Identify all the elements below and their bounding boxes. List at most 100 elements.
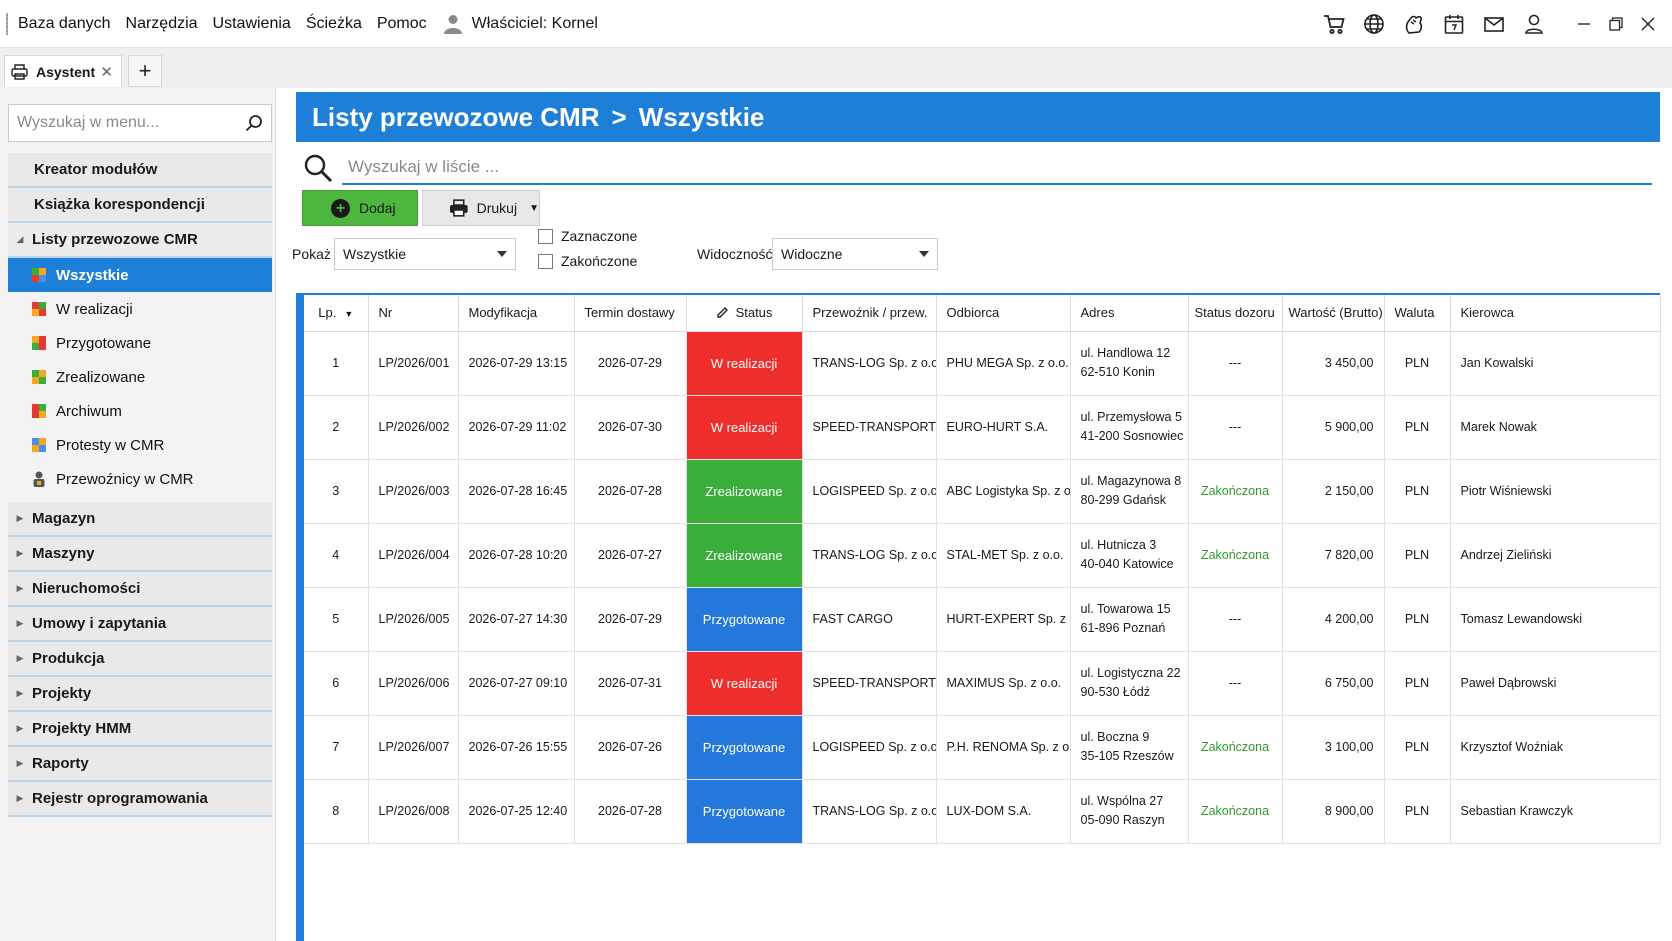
restore-icon[interactable] bbox=[1600, 4, 1632, 44]
column-header-address[interactable]: Adres bbox=[1070, 295, 1189, 332]
table-row[interactable]: 2 LP/2026/002 2026-07-29 11:02 2026-07-30 W … bbox=[304, 395, 1661, 460]
column-header-label: Modyfikacja bbox=[468, 305, 538, 321]
column-header-carrier[interactable]: Przewoźnik / przew. bbox=[802, 295, 937, 332]
minimize-icon[interactable] bbox=[1568, 4, 1600, 44]
column-header-currency[interactable]: Waluta bbox=[1384, 295, 1451, 332]
table-row[interactable]: 5 LP/2026/005 2026-07-27 14:30 2026-07-29 Pr… bbox=[304, 587, 1661, 652]
column-header-lp[interactable]: Lp. ▼ bbox=[304, 295, 369, 332]
address-line-2: 61-896 Poznań bbox=[1080, 621, 1166, 635]
sidebar-item-label: Projekty bbox=[32, 685, 92, 702]
cell-value: 3 450,00 bbox=[1282, 331, 1385, 396]
sidebar-item-correspondence[interactable]: Książka korespondencji bbox=[8, 188, 272, 223]
add-tab-button[interactable]: + bbox=[128, 55, 162, 87]
sidebar-item-protests[interactable]: Protesty w CMR bbox=[8, 428, 272, 462]
column-header-status[interactable]: Status bbox=[686, 295, 803, 332]
sidebar-item-reports[interactable]: ▶ Raporty bbox=[8, 747, 272, 782]
menu-search-input[interactable] bbox=[17, 114, 237, 132]
menu-item-settings[interactable]: Ustawienia bbox=[212, 14, 291, 32]
sidebar-item-in-progress[interactable]: W realizacji bbox=[8, 292, 272, 326]
cell-address: ul. Towarowa 15 61-896 Poznań bbox=[1070, 587, 1189, 652]
menu-search[interactable] bbox=[8, 104, 272, 142]
cell-delivery-date: 2026-07-30 bbox=[574, 395, 687, 460]
sidebar-item-prepared[interactable]: Przygotowane bbox=[8, 326, 272, 360]
sidebar-item-contracts[interactable]: ▶ Umowy i zapytania bbox=[8, 607, 272, 642]
table-row[interactable]: 3 LP/2026/003 2026-07-28 16:45 2026-07-28 Zr… bbox=[304, 459, 1661, 524]
column-header-driver[interactable]: Kierowca bbox=[1450, 295, 1661, 332]
sidebar-item-software-registry[interactable]: ▶ Rejestr oprogramowania bbox=[8, 782, 272, 817]
menu-item-help[interactable]: Pomoc bbox=[376, 14, 427, 32]
column-header-recipient[interactable]: Odbiorca bbox=[936, 295, 1071, 332]
add-button[interactable]: + Dodaj bbox=[302, 190, 418, 226]
table-row[interactable]: 6 LP/2026/006 2026-07-27 09:10 2026-07-31 W … bbox=[304, 651, 1661, 716]
sidebar-item-machines[interactable]: ▶ Maszyny bbox=[8, 537, 272, 572]
cell-currency: PLN bbox=[1384, 459, 1451, 524]
cell-lp: 2 bbox=[304, 395, 369, 460]
cell-recipient: PHU MEGA Sp. z o.o. bbox=[936, 331, 1071, 396]
cell-recipient: MAXIMUS Sp. z o.o. bbox=[936, 651, 1071, 716]
column-header-label: Wartość (Brutto) bbox=[1288, 305, 1383, 321]
visibility-select[interactable]: Widoczne bbox=[772, 238, 938, 270]
cell-dozor: --- bbox=[1188, 651, 1283, 716]
table-row[interactable]: 7 LP/2026/007 2026-07-26 15:55 2026-07-26 Pr… bbox=[304, 715, 1661, 780]
cell-recipient: EURO-HURT S.A. bbox=[936, 395, 1071, 460]
sidebar-item-archive[interactable]: Archiwum bbox=[8, 394, 272, 428]
sidebar-item-module-builder[interactable]: Kreator modułów bbox=[8, 153, 272, 188]
calendar-icon[interactable] bbox=[1434, 4, 1474, 44]
table-row[interactable]: 1 LP/2026/001 2026-07-29 13:15 2026-07-29 W … bbox=[304, 331, 1661, 396]
menu-bar: Baza danych Narzędzia Ustawienia Ścieżka… bbox=[0, 0, 1672, 48]
tab-assistant[interactable]: Asystent ✕ bbox=[4, 55, 122, 87]
selected-checkbox[interactable]: Zaznaczone bbox=[538, 228, 637, 244]
cell-carrier: LOGISPEED Sp. z o.o. bbox=[802, 459, 937, 524]
list-search-input[interactable] bbox=[348, 157, 1652, 177]
sidebar-item-warehouse[interactable]: ▶ Magazyn bbox=[8, 502, 272, 537]
chevron-down-icon[interactable]: ▼ bbox=[529, 202, 539, 214]
owner-indicator[interactable]: Właściciel: Kornel bbox=[443, 14, 598, 34]
address-line-2: 62-510 Konin bbox=[1080, 365, 1155, 379]
puzzle-icon bbox=[32, 302, 46, 316]
sidebar-item-label: Projekty HMM bbox=[32, 720, 132, 737]
column-header-dozor[interactable]: Status dozoru bbox=[1188, 295, 1283, 332]
column-header-modification[interactable]: Modyfikacja bbox=[458, 295, 575, 332]
finished-checkbox[interactable]: Zakończone bbox=[538, 253, 637, 269]
cart-icon[interactable] bbox=[1314, 4, 1354, 44]
sidebar-item-projects-hmm[interactable]: ▶ Projekty HMM bbox=[8, 712, 272, 747]
sidebar-item-projects[interactable]: ▶ Projekty bbox=[8, 677, 272, 712]
column-header-delivery[interactable]: Termin dostawy bbox=[574, 295, 687, 332]
cell-carrier: TRANS-LOG Sp. z o.o. bbox=[802, 523, 937, 588]
magnifier-icon bbox=[304, 154, 333, 183]
show-select[interactable]: Wszystkie bbox=[334, 238, 516, 270]
menu-item-database[interactable]: Baza danych bbox=[18, 14, 111, 32]
sidebar-item-real-estate[interactable]: ▶ Nieruchomości bbox=[8, 572, 272, 607]
globe-icon[interactable] bbox=[1354, 4, 1394, 44]
sidebar-group-cmr[interactable]: ◢ Listy przewozowe CMR bbox=[8, 223, 272, 258]
checkbox-box[interactable] bbox=[538, 253, 553, 269]
sidebar-item-all[interactable]: Wszystkie bbox=[8, 258, 272, 292]
table-row[interactable]: 4 LP/2026/004 2026-07-28 10:20 2026-07-27 Zr… bbox=[304, 523, 1661, 588]
user-icon[interactable] bbox=[1514, 4, 1554, 44]
cell-carrier: TRANS-LOG Sp. z o.o. bbox=[802, 331, 937, 396]
sidebar-item-production[interactable]: ▶ Produkcja bbox=[8, 642, 272, 677]
search-icon[interactable] bbox=[245, 114, 263, 132]
menu-item-tools[interactable]: Narzędzia bbox=[125, 14, 198, 32]
list-search-box[interactable] bbox=[342, 151, 1652, 185]
cell-address: ul. Handlowa 12 62-510 Konin bbox=[1070, 331, 1189, 396]
checkbox-box[interactable] bbox=[538, 228, 553, 244]
print-button[interactable]: Drukuj ▼ bbox=[422, 190, 540, 226]
breadcrumb-parent[interactable]: Listy przewozowe CMR bbox=[312, 101, 600, 132]
tab-strip: Asystent ✕ + bbox=[0, 48, 1672, 88]
cell-driver: Tomasz Lewandowski bbox=[1450, 587, 1661, 652]
menu-item-path[interactable]: Ścieżka bbox=[305, 14, 362, 32]
sidebar-nav: Kreator modułów Książka korespondencji ◢… bbox=[8, 153, 272, 817]
expand-arrow-icon: ▶ bbox=[16, 548, 24, 558]
cell-lp: 5 bbox=[304, 587, 369, 652]
power-glove-icon[interactable] bbox=[1394, 4, 1434, 44]
column-header-value[interactable]: Wartość (Brutto) bbox=[1282, 295, 1385, 332]
close-icon[interactable] bbox=[1632, 4, 1664, 44]
sidebar-item-completed[interactable]: Zrealizowane bbox=[8, 360, 272, 394]
sidebar-item-carriers[interactable]: Przewoźnicy w CMR bbox=[8, 462, 272, 496]
tab-close-icon[interactable]: ✕ bbox=[100, 63, 113, 81]
cell-modification: 2026-07-28 10:20 bbox=[458, 523, 575, 588]
table-row[interactable]: 8 LP/2026/008 2026-07-25 12:40 2026-07-28 Pr… bbox=[304, 779, 1661, 844]
mail-icon[interactable] bbox=[1474, 4, 1514, 44]
column-header-nr[interactable]: Nr bbox=[368, 295, 459, 332]
